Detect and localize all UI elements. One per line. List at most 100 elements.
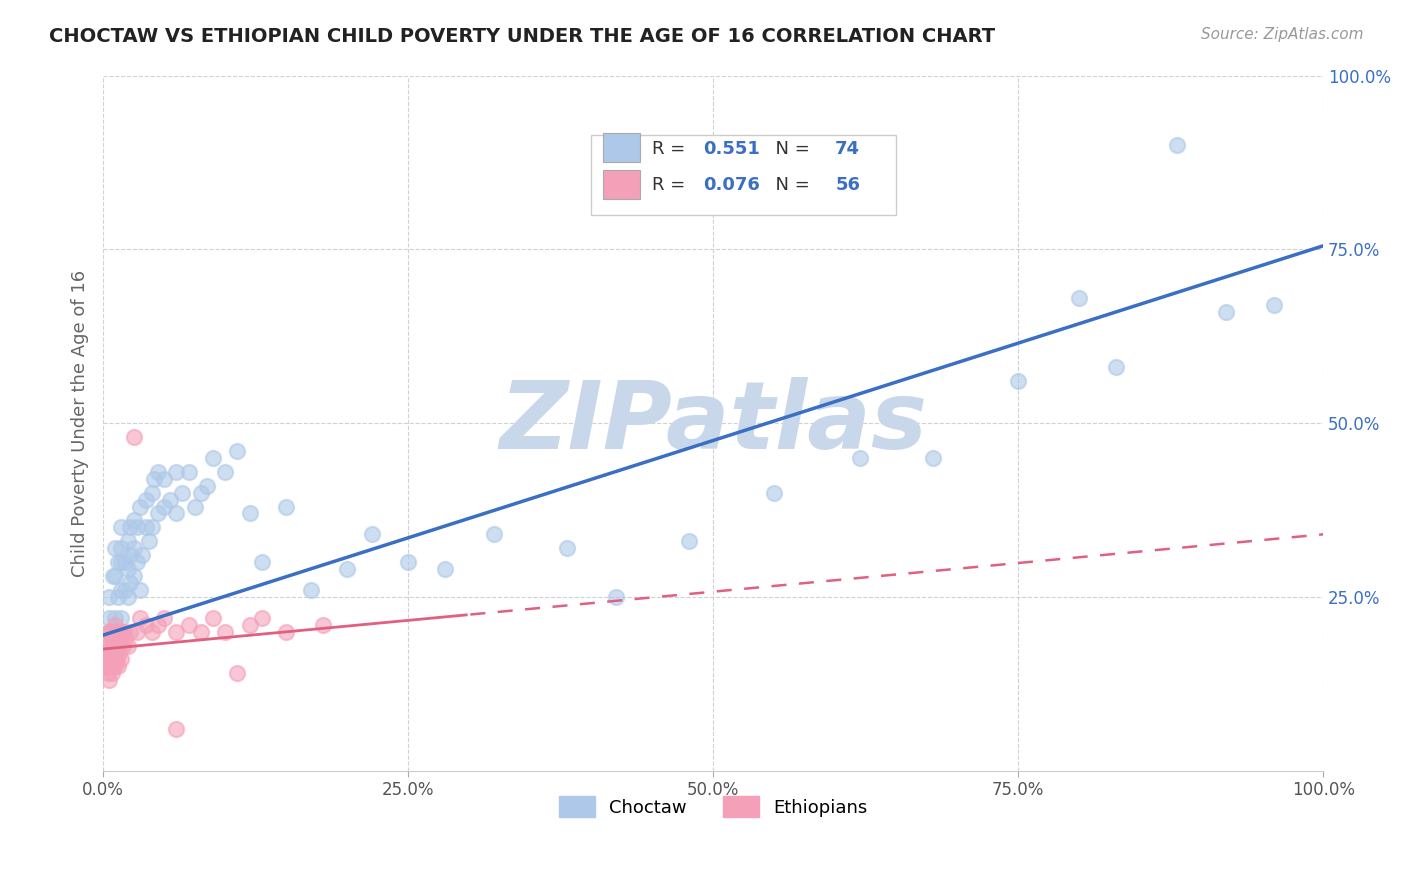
Point [1215,305,1237,319]
Point [214,624,236,639]
Point [98,659,121,673]
Point [118,624,141,639]
Point [98,624,121,639]
Point [605,590,627,604]
Point [96,659,118,673]
Point [146,465,169,479]
Point [226,444,249,458]
Point [107,555,129,569]
Point [117,639,139,653]
Legend: Choctaw, Ethiopians: Choctaw, Ethiopians [551,789,875,824]
Point [114,632,136,646]
Point [112,624,135,639]
Point [110,555,132,569]
Point [101,569,124,583]
Point [312,617,335,632]
FancyBboxPatch shape [603,170,640,199]
FancyBboxPatch shape [603,133,640,162]
Point [98,646,121,660]
Point [131,548,153,562]
Point [98,673,121,688]
Point [128,582,150,597]
Point [110,652,132,666]
Point [100,624,122,639]
Point [1166,138,1188,153]
Point [101,646,124,660]
Point [94,652,117,666]
Point [153,500,176,514]
Point [141,520,163,534]
Text: N =: N = [765,176,815,194]
Point [127,520,149,534]
Point [135,617,157,632]
Text: N =: N = [765,139,815,158]
Point [107,590,129,604]
Point [122,430,145,444]
Point [165,465,187,479]
Point [100,632,122,646]
Text: ZIPatlas: ZIPatlas [499,377,927,469]
Point [117,534,139,549]
Point [127,624,149,639]
Point [138,534,160,549]
Point [482,527,505,541]
Point [190,624,212,639]
Point [1069,291,1091,305]
Point [122,541,145,556]
Point [110,520,132,534]
Point [128,500,150,514]
Point [111,639,134,653]
Point [165,722,187,736]
Text: Source: ZipAtlas.com: Source: ZipAtlas.com [1201,27,1364,42]
FancyBboxPatch shape [591,135,896,215]
Point [122,569,145,583]
Text: 56: 56 [835,176,860,194]
Point [110,541,132,556]
Point [104,659,127,673]
Point [201,450,224,465]
Point [146,617,169,632]
Point [110,582,132,597]
Point [104,569,127,583]
Point [100,666,122,681]
Point [96,639,118,653]
Point [1007,375,1029,389]
Point [146,507,169,521]
Point [101,624,124,639]
Point [921,450,943,465]
Point [103,639,125,653]
Point [183,500,205,514]
Point [104,617,127,632]
Point [165,507,187,521]
Point [98,611,121,625]
Point [153,472,176,486]
Text: 0.551: 0.551 [703,139,761,158]
Point [190,485,212,500]
Point [104,646,127,660]
Point [97,666,120,681]
Point [141,624,163,639]
Point [433,562,456,576]
Point [122,513,145,527]
Point [127,555,149,569]
Point [97,646,120,660]
Point [118,548,141,562]
Point [110,624,132,639]
Point [114,555,136,569]
Point [108,646,131,660]
Point [100,639,122,653]
Point [172,485,194,500]
Point [105,639,128,653]
Point [555,541,578,556]
Point [153,611,176,625]
Point [848,450,870,465]
Point [226,666,249,681]
Point [276,624,298,639]
Point [108,624,131,639]
Point [100,639,122,653]
Point [276,500,298,514]
Point [396,555,419,569]
Point [100,659,122,673]
Point [177,617,200,632]
Point [195,478,218,492]
